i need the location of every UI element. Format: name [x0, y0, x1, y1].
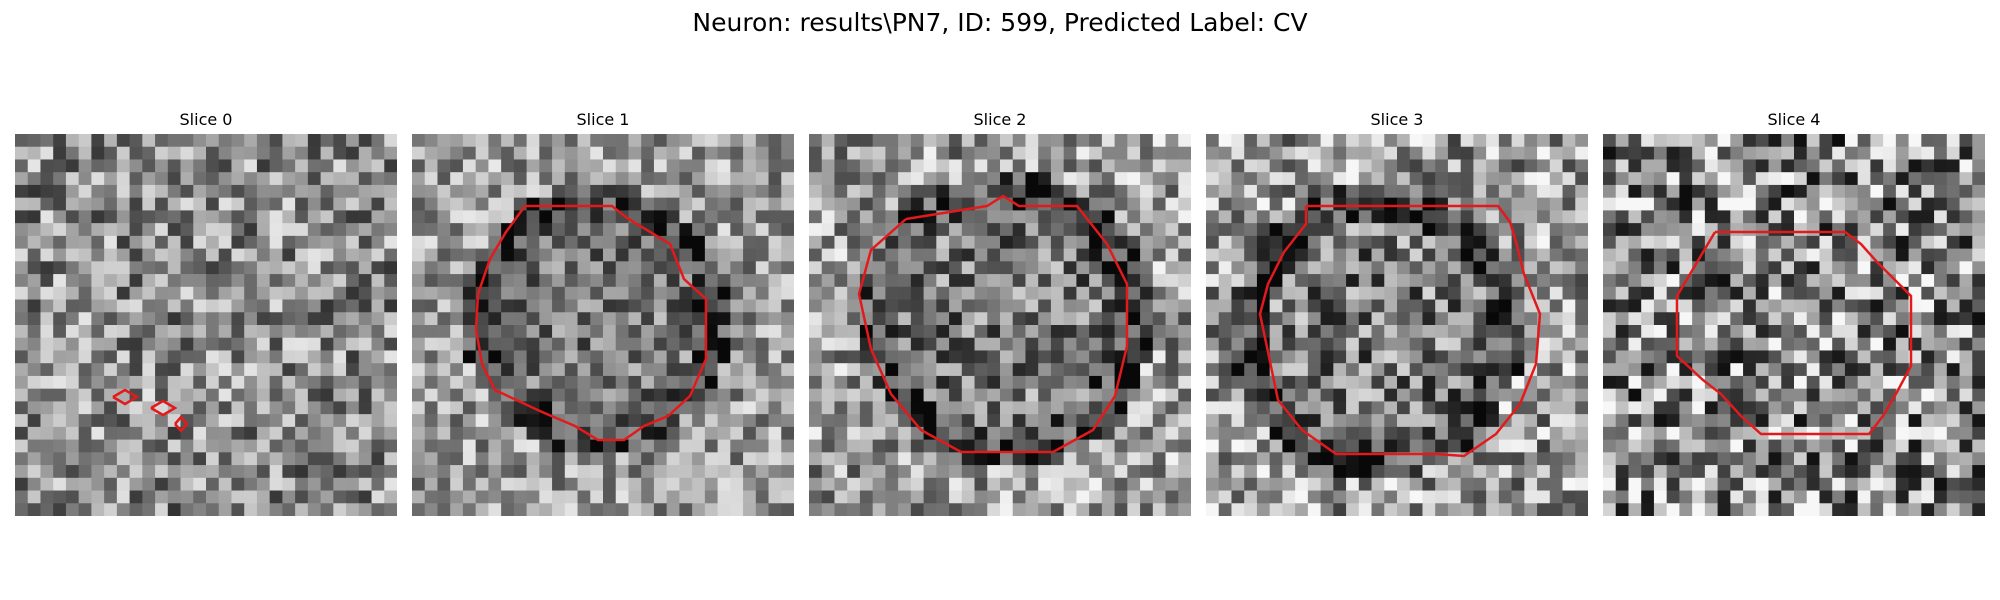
- contour-polygon: [474, 204, 708, 442]
- figure-suptitle: Neuron: results\PN7, ID: 599, Predicted …: [692, 8, 1308, 37]
- contour-ring-1: [112, 388, 140, 406]
- slice-title-2: Slice 2: [973, 110, 1027, 129]
- slice-image-4: [1603, 134, 1985, 516]
- slice-title-1: Slice 1: [576, 110, 630, 129]
- contour-polygon: [1258, 204, 1542, 458]
- slice-image-0: [15, 134, 397, 516]
- slice-title-0: Slice 0: [179, 110, 233, 129]
- contour-polygon: [857, 194, 1129, 454]
- slice-title-4: Slice 4: [1767, 110, 1821, 129]
- contour-ring-3: [174, 415, 189, 433]
- slice-title-3: Slice 3: [1370, 110, 1424, 129]
- slice-image-3: [1206, 134, 1588, 516]
- contour-ring-2: [150, 399, 178, 417]
- slice-image-1: [412, 134, 794, 516]
- contour-polygon: [1675, 230, 1913, 436]
- slice-image-2: [809, 134, 1191, 516]
